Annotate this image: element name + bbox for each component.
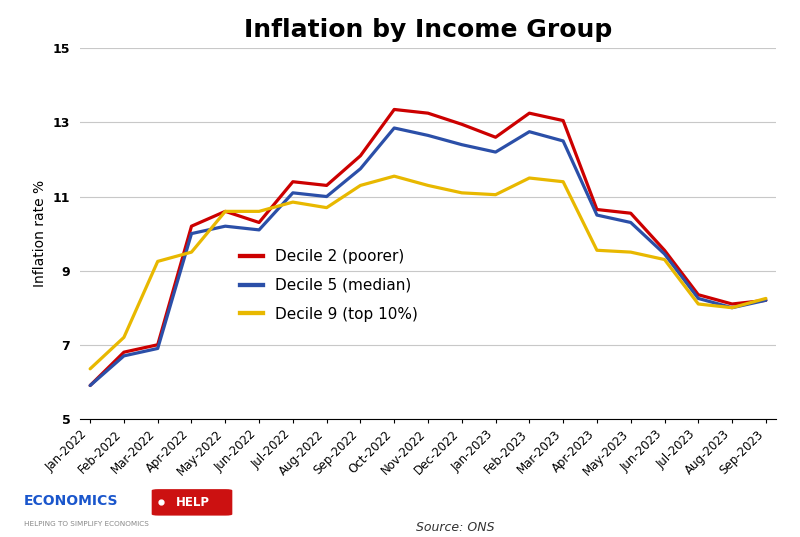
Decile 9 (top 10%) bbox=[660, 256, 670, 263]
Decile 9 (top 10%) bbox=[592, 247, 602, 253]
Decile 9 (top 10%) bbox=[356, 182, 366, 188]
Decile 2 (poorer) bbox=[558, 118, 568, 124]
Decile 9 (top 10%) bbox=[525, 175, 534, 181]
Decile 5 (median) bbox=[221, 223, 230, 229]
Decile 5 (median) bbox=[322, 193, 331, 200]
Decile 2 (poorer) bbox=[119, 349, 129, 355]
Decile 9 (top 10%) bbox=[761, 295, 770, 302]
Decile 5 (median) bbox=[186, 230, 196, 237]
Decile 5 (median) bbox=[356, 165, 366, 172]
Decile 9 (top 10%) bbox=[457, 190, 466, 196]
Decile 2 (poorer) bbox=[221, 208, 230, 215]
Decile 9 (top 10%) bbox=[254, 208, 264, 215]
Decile 2 (poorer) bbox=[727, 301, 737, 307]
Decile 2 (poorer) bbox=[457, 121, 466, 127]
Decile 2 (poorer) bbox=[153, 342, 162, 348]
Decile 2 (poorer) bbox=[592, 206, 602, 213]
Decile 9 (top 10%) bbox=[86, 366, 95, 372]
Decile 5 (median) bbox=[558, 137, 568, 144]
FancyBboxPatch shape bbox=[152, 489, 232, 516]
Decile 2 (poorer) bbox=[356, 153, 366, 159]
Decile 2 (poorer) bbox=[490, 134, 500, 141]
Decile 5 (median) bbox=[490, 149, 500, 155]
Line: Decile 2 (poorer): Decile 2 (poorer) bbox=[90, 110, 766, 386]
Decile 9 (top 10%) bbox=[288, 199, 298, 205]
Text: ECONOMICS: ECONOMICS bbox=[24, 495, 118, 509]
Decile 9 (top 10%) bbox=[694, 301, 703, 307]
Decile 9 (top 10%) bbox=[186, 249, 196, 255]
Decile 2 (poorer) bbox=[626, 210, 635, 216]
Decile 9 (top 10%) bbox=[727, 304, 737, 311]
Decile 9 (top 10%) bbox=[626, 249, 635, 255]
Decile 5 (median) bbox=[694, 295, 703, 302]
Decile 2 (poorer) bbox=[660, 247, 670, 253]
Decile 9 (top 10%) bbox=[119, 334, 129, 340]
Decile 2 (poorer) bbox=[761, 297, 770, 303]
Decile 9 (top 10%) bbox=[423, 182, 433, 188]
Decile 5 (median) bbox=[626, 219, 635, 226]
Decile 5 (median) bbox=[119, 353, 129, 359]
Decile 5 (median) bbox=[288, 190, 298, 196]
Line: Decile 5 (median): Decile 5 (median) bbox=[90, 128, 766, 386]
Decile 9 (top 10%) bbox=[322, 205, 331, 211]
Legend: Decile 2 (poorer), Decile 5 (median), Decile 9 (top 10%): Decile 2 (poorer), Decile 5 (median), De… bbox=[234, 243, 424, 328]
Text: Source: ONS: Source: ONS bbox=[416, 521, 494, 534]
Decile 5 (median) bbox=[727, 304, 737, 311]
Decile 9 (top 10%) bbox=[153, 258, 162, 265]
Decile 9 (top 10%) bbox=[490, 192, 500, 198]
Decile 2 (poorer) bbox=[288, 178, 298, 185]
Decile 5 (median) bbox=[86, 382, 95, 389]
Decile 9 (top 10%) bbox=[221, 208, 230, 215]
Decile 2 (poorer) bbox=[186, 223, 196, 229]
Decile 2 (poorer) bbox=[390, 106, 399, 113]
Decile 2 (poorer) bbox=[254, 219, 264, 226]
Decile 2 (poorer) bbox=[322, 182, 331, 188]
Line: Decile 9 (top 10%): Decile 9 (top 10%) bbox=[90, 176, 766, 369]
Decile 5 (median) bbox=[254, 227, 264, 233]
Decile 5 (median) bbox=[660, 251, 670, 257]
Decile 5 (median) bbox=[423, 132, 433, 139]
Decile 5 (median) bbox=[153, 345, 162, 352]
Decile 5 (median) bbox=[592, 212, 602, 218]
Decile 2 (poorer) bbox=[525, 110, 534, 117]
Decile 9 (top 10%) bbox=[558, 178, 568, 185]
Decile 2 (poorer) bbox=[86, 382, 95, 389]
Decile 2 (poorer) bbox=[694, 292, 703, 298]
Y-axis label: Inflation rate %: Inflation rate % bbox=[34, 180, 47, 287]
Title: Inflation by Income Group: Inflation by Income Group bbox=[244, 18, 612, 42]
Decile 5 (median) bbox=[525, 128, 534, 135]
Decile 5 (median) bbox=[761, 297, 770, 303]
Decile 2 (poorer) bbox=[423, 110, 433, 117]
Decile 5 (median) bbox=[457, 141, 466, 148]
Decile 5 (median) bbox=[390, 125, 399, 131]
Text: HELPING TO SIMPLIFY ECONOMICS: HELPING TO SIMPLIFY ECONOMICS bbox=[24, 521, 149, 527]
Text: HELP: HELP bbox=[176, 496, 210, 509]
Decile 9 (top 10%) bbox=[390, 173, 399, 179]
